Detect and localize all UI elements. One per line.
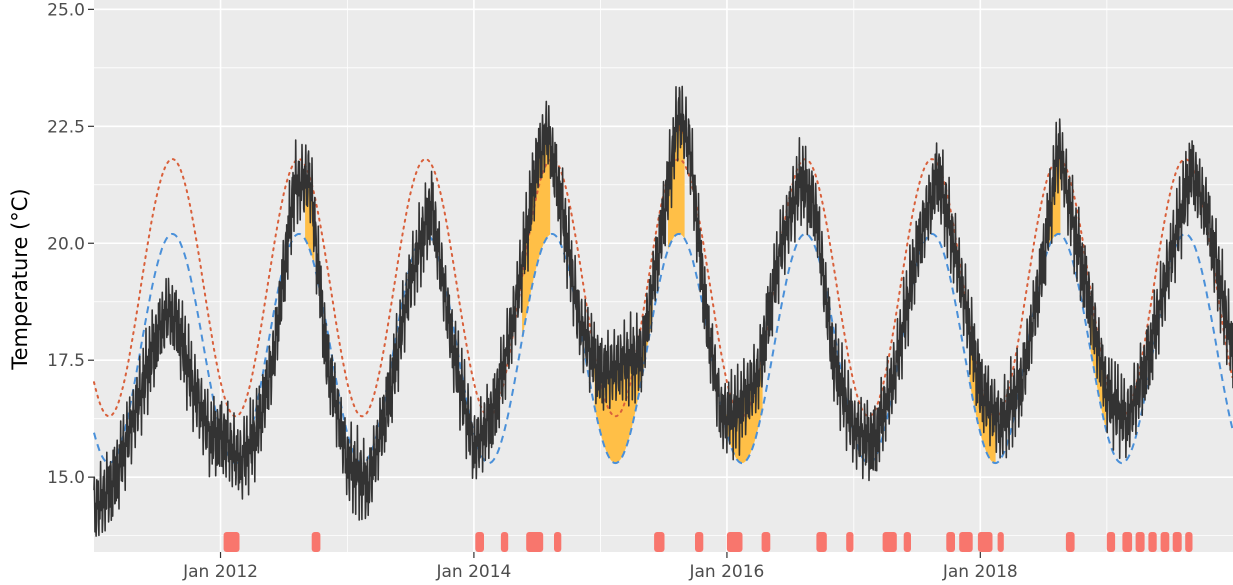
x-tick-label: Jan 2016: [688, 562, 764, 582]
event-rug-mark: [726, 532, 743, 552]
event-rug-mark: [1172, 532, 1182, 552]
event-rug-mark: [311, 532, 321, 552]
y-axis-title: Temperature (°C): [8, 188, 32, 370]
event-rug-mark: [554, 532, 562, 552]
event-rug-mark: [695, 532, 704, 552]
event-rug-mark: [223, 532, 240, 552]
event-rug-mark: [1135, 532, 1145, 552]
plot-panel: [94, 0, 1233, 552]
event-rug-mark: [1065, 532, 1075, 552]
series-lines: [93, 85, 1233, 537]
event-fill: [594, 290, 653, 464]
y-tick-label: 22.5: [47, 117, 85, 137]
y-tick-label: 17.5: [47, 351, 85, 371]
event-rug-mark: [959, 532, 973, 552]
event-rug-mark: [1185, 532, 1193, 552]
temperature-line: [93, 85, 1233, 537]
x-tick-label: Jan 2014: [435, 562, 511, 582]
event-rug-mark: [1106, 532, 1116, 552]
event-rug-mark: [1122, 532, 1133, 552]
event-rug: [223, 532, 1193, 552]
event-rug-mark: [1148, 532, 1157, 552]
event-rug-mark: [1160, 532, 1170, 552]
event-rug-mark: [816, 532, 827, 552]
event-rug-mark: [654, 532, 665, 552]
event-rug-mark: [475, 532, 484, 552]
event-rug-mark: [500, 532, 509, 552]
event-fill: [522, 128, 551, 340]
y-tick-label: 25.0: [47, 0, 85, 20]
x-axis: Jan 2012 Jan 2014 Jan 2016 Jan 2018: [182, 552, 1018, 582]
event-rug-mark: [882, 532, 897, 552]
event-rug-mark: [997, 532, 1004, 552]
y-tick-label: 15.0: [47, 468, 85, 488]
x-tick-label: Jan 2018: [942, 562, 1018, 582]
event-rug-mark: [903, 532, 911, 552]
event-rug-mark: [846, 532, 854, 552]
event-rug-mark: [977, 532, 993, 552]
event-rug-mark: [946, 532, 955, 552]
event-rug-mark: [761, 532, 771, 552]
event-rug-mark: [526, 532, 544, 552]
y-axis: 15.0 17.5 20.0 22.5 25.0: [47, 0, 94, 488]
x-tick-label: Jan 2012: [182, 562, 258, 582]
y-tick-label: 20.0: [47, 234, 85, 254]
threshold-line: [93, 158, 1233, 418]
